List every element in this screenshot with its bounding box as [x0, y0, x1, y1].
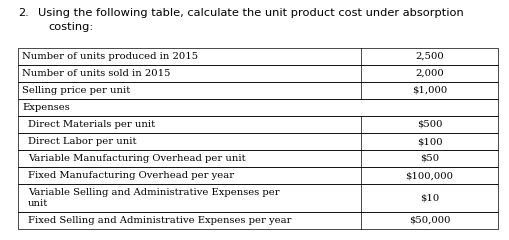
Text: $100,000: $100,000	[405, 171, 453, 180]
Text: Selling price per unit: Selling price per unit	[22, 86, 130, 95]
Bar	[18, 116, 497, 133]
Bar	[18, 99, 497, 116]
Text: Fixed Manufacturing Overhead per year: Fixed Manufacturing Overhead per year	[28, 171, 234, 180]
Text: costing:: costing:	[48, 22, 93, 32]
Text: $10: $10	[419, 193, 438, 203]
Bar	[18, 150, 497, 167]
Text: $50,000: $50,000	[408, 216, 449, 225]
Text: Direct Labor per unit: Direct Labor per unit	[28, 137, 136, 146]
Text: Number of units produced in 2015: Number of units produced in 2015	[22, 52, 197, 61]
Text: Number of units sold in 2015: Number of units sold in 2015	[22, 69, 170, 78]
Bar	[18, 167, 497, 184]
Bar	[18, 212, 497, 229]
Text: 2,500: 2,500	[414, 52, 443, 61]
Text: Variable Manufacturing Overhead per unit: Variable Manufacturing Overhead per unit	[28, 154, 245, 163]
Text: 2,000: 2,000	[414, 69, 443, 78]
Text: Fixed Selling and Administrative Expenses per year: Fixed Selling and Administrative Expense…	[28, 216, 291, 225]
Text: Expenses: Expenses	[22, 103, 70, 112]
Text: Variable Selling and Administrative Expenses per
unit: Variable Selling and Administrative Expe…	[28, 188, 279, 208]
Text: $50: $50	[419, 154, 438, 163]
Bar	[18, 65, 497, 82]
Bar	[18, 184, 497, 212]
Bar	[18, 48, 497, 65]
Text: $1,000: $1,000	[411, 86, 446, 95]
Text: $100: $100	[416, 137, 441, 146]
Bar	[18, 82, 497, 99]
Bar	[18, 133, 497, 150]
Text: 2.: 2.	[18, 8, 29, 18]
Text: $500: $500	[416, 120, 441, 129]
Text: Direct Materials per unit: Direct Materials per unit	[28, 120, 155, 129]
Text: Using the following table, calculate the unit product cost under absorption: Using the following table, calculate the…	[38, 8, 463, 18]
